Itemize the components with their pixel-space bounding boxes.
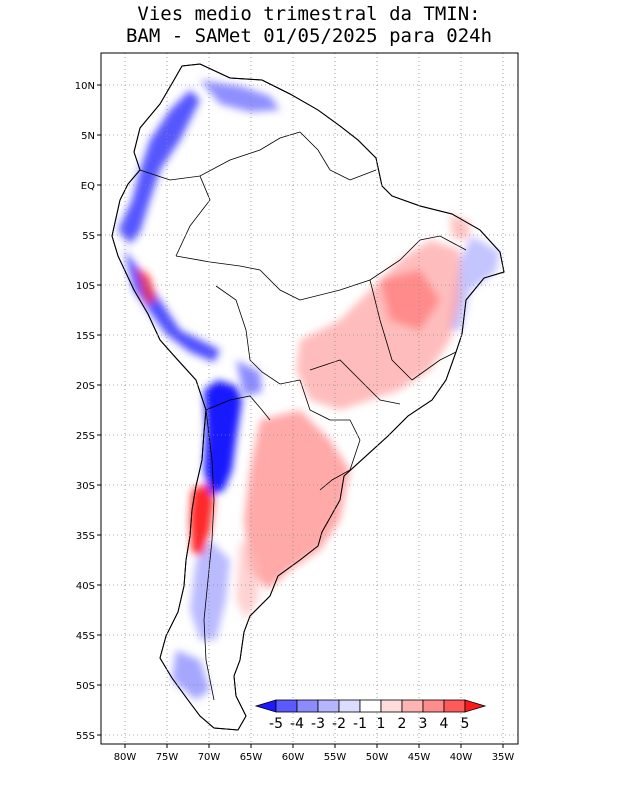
map-title-line2: BAM - SAMet 01/05/2025 para 024h — [125, 25, 493, 47]
colorbar-segment-2-3 — [401, 699, 424, 713]
border-brazil-states-south — [309, 359, 401, 405]
colorbar-label: -1 — [353, 716, 367, 732]
colorbar-label: -5 — [269, 716, 283, 732]
lon-tick-label: 40W — [450, 752, 473, 763]
lat-tick-label: 40S — [76, 581, 95, 592]
colorbar-label: 2 — [398, 716, 407, 732]
lon-tick-labels: 80W 75W 70W 65W 60W 55W 50W 45W 40W 35W — [114, 752, 515, 763]
lon-tick-label: 65W — [240, 752, 263, 763]
colorbar-label: 1 — [377, 716, 386, 732]
lat-tick-label: 5N — [81, 131, 95, 142]
lat-tick-label: 25S — [76, 431, 95, 442]
lat-tick-label: 35S — [76, 531, 95, 542]
political-borders — [139, 131, 467, 701]
border-brazil-states-east — [411, 351, 457, 381]
colorbar-label: 4 — [440, 716, 449, 732]
lat-tick-label: EQ — [81, 181, 95, 192]
negative-bias-atacama — [204, 380, 242, 496]
positive-bias-central-chile — [190, 484, 214, 556]
colorbar-segment-gt-5 — [464, 699, 487, 713]
negative-bias-patagonia-south — [172, 650, 210, 700]
colorbar-segment-4-5 — [443, 699, 466, 713]
lat-tick-label: 20S — [76, 381, 95, 392]
lon-tick-label: 45W — [408, 752, 431, 763]
lat-tick-label: 45S — [76, 631, 95, 642]
border-chile-bolivia-argentina — [205, 395, 271, 421]
colorbar-label: -3 — [311, 716, 325, 732]
positive-bias-northeast-coast — [450, 214, 470, 240]
negative-bias-caribbean — [200, 80, 280, 112]
negative-bias-andes-peru — [124, 250, 220, 362]
colorbar-label: 5 — [461, 716, 470, 732]
lat-tick-label: 30S — [76, 481, 95, 492]
border-colombia-venezuela — [199, 131, 301, 177]
lon-tick-label: 80W — [114, 752, 137, 763]
lat-tick-label: 5S — [82, 231, 95, 242]
border-colombia-ecuador-peru — [139, 169, 211, 257]
lon-tick-marks — [124, 744, 504, 748]
negative-bias-bolivia — [236, 360, 262, 396]
colorbar-labels: -5 -4 -3 -2 -1 1 2 3 4 5 — [269, 716, 469, 732]
gridlines — [101, 53, 518, 744]
lon-tick-label: 60W — [282, 752, 305, 763]
border-chile-argentina — [203, 409, 215, 701]
map-frame — [100, 52, 519, 745]
colorbar-segment-neg4-neg3 — [296, 699, 319, 713]
colorbar — [254, 699, 487, 713]
colorbar-segment-1-2 — [380, 699, 403, 713]
negative-bias-northeast — [448, 236, 500, 330]
bias-shading — [118, 80, 500, 700]
border-brazil-states-northeast — [399, 235, 467, 261]
lat-tick-label: 10N — [75, 81, 95, 92]
negative-bias-patagonia — [190, 540, 230, 640]
colorbar-segment-neg5-neg4 — [275, 699, 298, 713]
border-brazil-states-north — [299, 259, 401, 301]
colorbar-segment-neg3-neg2 — [317, 699, 340, 713]
border-guianas — [299, 131, 377, 181]
coastline — [111, 63, 505, 731]
lat-tick-marks — [97, 84, 101, 736]
lon-tick-label: 50W — [366, 752, 389, 763]
lat-tick-label: 15S — [76, 331, 95, 342]
lon-tick-label: 55W — [324, 752, 347, 763]
lat-tick-label: 55S — [76, 731, 95, 742]
colorbar-label: -2 — [332, 716, 346, 732]
positive-bias-argentina — [244, 410, 350, 590]
lat-tick-label: 50S — [76, 681, 95, 692]
colorbar-label: -4 — [290, 716, 304, 732]
negative-bias-andes-north — [118, 90, 200, 244]
lat-tick-label: 10S — [76, 281, 95, 292]
lon-tick-label: 75W — [156, 752, 179, 763]
lat-tick-labels: 10N 5N EQ 5S 10S 15S 20S 25S 30S 35S 40S… — [75, 81, 95, 742]
border-bolivia — [215, 285, 301, 385]
colorbar-label: 3 — [419, 716, 428, 732]
lon-tick-label: 35W — [492, 752, 515, 763]
border-paraguay — [299, 379, 361, 441]
border-peru-brazil — [175, 255, 301, 301]
lon-tick-label: 70W — [198, 752, 221, 763]
map-title-line1: Vies medio trimestral da TMIN: — [137, 3, 481, 25]
border-brazil-states-center — [369, 279, 413, 381]
colorbar-segment-3-4 — [422, 699, 445, 713]
positive-bias-patagonia — [236, 540, 260, 620]
colorbar-segment-neg1-1 — [359, 699, 382, 713]
colorbar-segment-neg2-neg1 — [338, 699, 361, 713]
